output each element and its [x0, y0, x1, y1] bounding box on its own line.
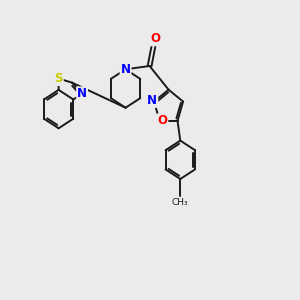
Text: CH₃: CH₃: [172, 198, 189, 207]
Text: N: N: [147, 94, 158, 107]
Text: S: S: [54, 72, 63, 85]
Text: O: O: [158, 114, 167, 127]
Text: N: N: [77, 87, 87, 101]
Text: N: N: [121, 63, 130, 76]
Text: O: O: [150, 32, 160, 45]
